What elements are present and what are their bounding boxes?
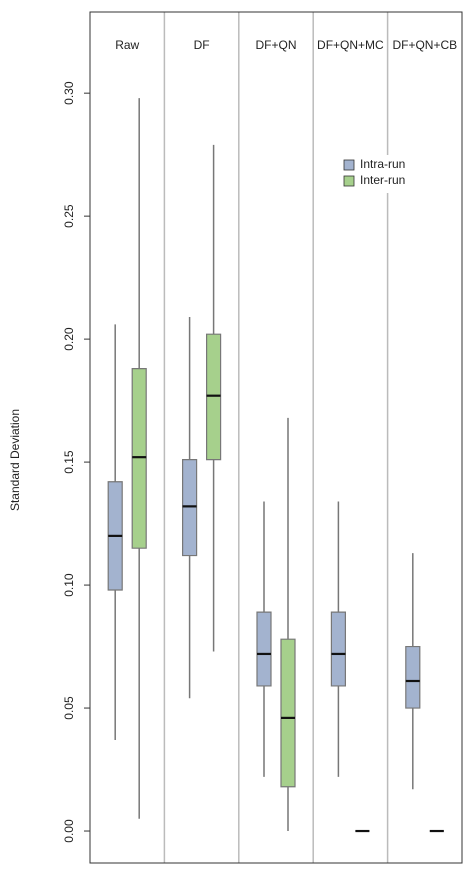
legend-swatch [343,175,355,187]
legend-label: Intra-run [360,157,405,171]
legend-label: Inter-run [360,173,405,187]
y-tick-label: 0.30 [62,81,76,105]
y-axis-label: Standard Deviation [8,409,22,511]
panel-label: DF [194,38,210,52]
box [280,638,296,788]
y-tick-label: 0.10 [62,573,76,597]
y-tick-label: 0.05 [62,696,76,720]
panel-label: DF+QN [255,38,296,52]
box [330,611,346,687]
box [256,611,272,687]
legend-swatch [343,159,355,171]
y-tick-label: 0.00 [62,819,76,843]
box [405,645,421,709]
box [206,333,222,461]
panel-label: Raw [115,38,139,52]
y-tick-label: 0.25 [62,204,76,228]
y-tick-label: 0.20 [62,327,76,351]
box [131,368,147,549]
panel-label: DF+QN+MC [317,38,384,52]
plot-frame [89,11,463,864]
panel-label: DF+QN+CB [392,38,457,52]
box [182,459,198,557]
y-tick-label: 0.15 [62,450,76,474]
